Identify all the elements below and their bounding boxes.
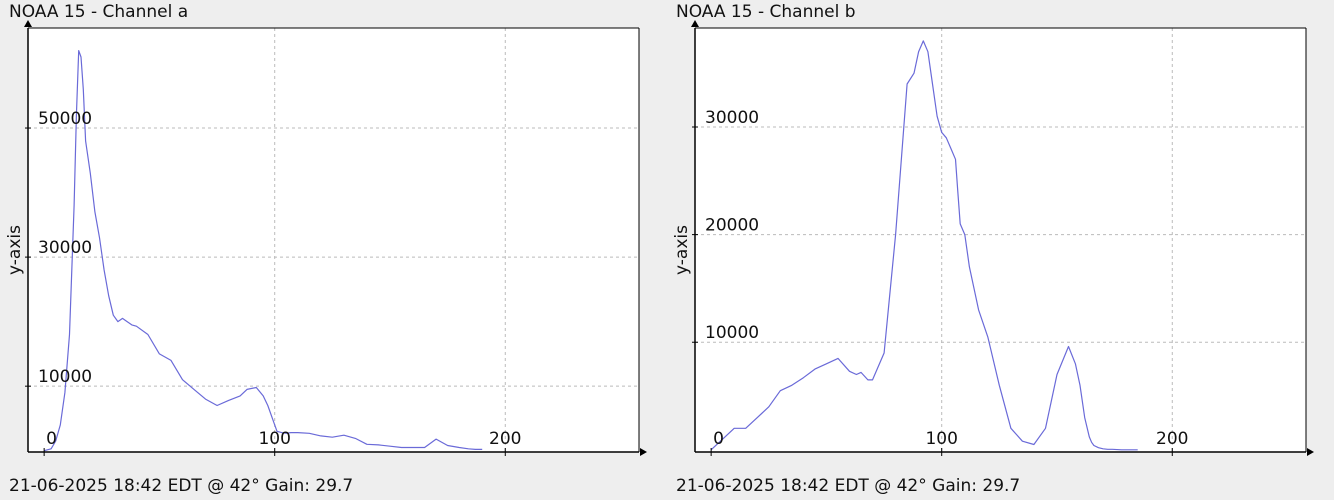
y-tick-label: 30000 — [38, 238, 92, 258]
channel-a-panel: NOAA 15 - Channel a 0 100 200 10000 30000 500… — [5, 2, 647, 496]
y-axis-label: y-axis — [672, 225, 692, 275]
y-tick-label: 10000 — [38, 367, 92, 387]
x-tick-label: 0 — [713, 429, 724, 449]
channel-a-chart: 0 100 200 10000 30000 50000 y-axis — [5, 20, 647, 456]
x-tick-label: 200 — [489, 429, 521, 449]
chart-caption: 21-06-2025 18:42 EDT @ 42° Gain: 29.7 — [9, 476, 354, 496]
channel-b-panel: NOAA 15 - Channel b 0 100 200 10000 20000 300… — [667, 0, 1334, 500]
chart-title: NOAA 15 - Channel b — [676, 2, 856, 22]
series-line — [710, 40, 1138, 451]
chart-caption: 21-06-2025 18:42 EDT @ 42° Gain: 29.7 — [676, 476, 1021, 496]
channel-b-chart: 0 100 200 10000 20000 30000 y-axis — [672, 20, 1314, 456]
y-axis-arrow — [24, 20, 32, 27]
chart-title: NOAA 15 - Channel a — [9, 2, 189, 22]
y-tick-label: 10000 — [705, 323, 759, 343]
x-tick-label: 0 — [46, 429, 57, 449]
series-line — [43, 50, 483, 452]
x-tick-label: 100 — [258, 429, 290, 449]
x-tick-label: 200 — [1156, 429, 1188, 449]
y-axis-arrow — [691, 20, 699, 27]
x-axis-arrow — [640, 448, 647, 456]
y-tick-label: 30000 — [705, 108, 759, 128]
y-tick-label: 20000 — [705, 216, 759, 236]
y-tick-label: 50000 — [38, 109, 92, 129]
x-axis-arrow — [1307, 448, 1314, 456]
plot-area — [28, 28, 639, 452]
x-tick-label: 100 — [925, 429, 957, 449]
y-axis-label: y-axis — [5, 225, 25, 275]
